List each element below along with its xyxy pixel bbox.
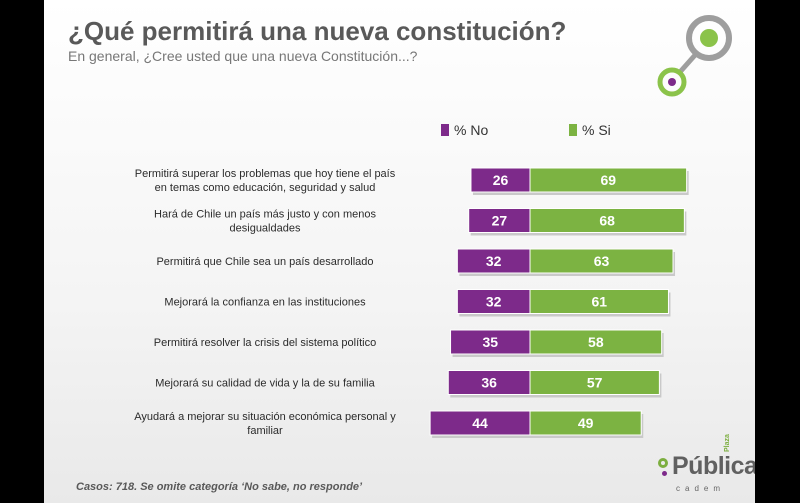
bar-si xyxy=(529,248,674,274)
category-label: Mejorará la confianza en las institucion… xyxy=(164,297,366,309)
value-label-si: 49 xyxy=(578,415,594,431)
logo-cadem-text: cadem xyxy=(676,484,726,493)
logo-wordmark: Pública xyxy=(672,452,755,480)
value-label-si: 61 xyxy=(591,294,607,310)
value-label-no: 44 xyxy=(472,415,488,431)
page-subtitle: En general, ¿Cree usted que una nueva Co… xyxy=(68,48,418,64)
category-label: Permitirá superar los problemas que hoy … xyxy=(135,168,396,194)
value-label-no: 32 xyxy=(486,253,502,269)
bar-si xyxy=(529,167,688,193)
category-label: Permitirá que Chile sea un país desarrol… xyxy=(156,256,373,268)
bar-si xyxy=(529,370,660,395)
bar-si xyxy=(529,289,669,314)
category-label: Ayudará a mejorar su situación económica… xyxy=(134,411,396,437)
value-label-si: 69 xyxy=(601,172,617,188)
diverging-bar-chart: % No % Si 26 69 Permitirá superar los proble… xyxy=(134,122,689,438)
page-title: ¿Qué permitirá una nueva constitución? xyxy=(68,16,567,46)
bar-no xyxy=(468,208,531,233)
value-label-si: 58 xyxy=(588,334,604,350)
bar-si xyxy=(529,410,642,436)
bar-no xyxy=(456,248,531,274)
value-label-si: 63 xyxy=(594,253,610,269)
category-label: Mejorará su calidad de vida y la de su f… xyxy=(155,378,375,390)
value-label-no: 27 xyxy=(492,213,508,229)
value-label-si: 57 xyxy=(587,375,603,391)
legend-swatch-si xyxy=(569,124,577,136)
footnote: Casos: 718. Se omite categoría ‘No sabe,… xyxy=(76,481,363,493)
value-label-no: 35 xyxy=(482,334,498,350)
logo-plaza-text: Plaza xyxy=(724,434,731,452)
value-label-no: 26 xyxy=(493,172,509,188)
publica-cadem-logo: Pública Plaza cadem xyxy=(654,434,755,498)
bar-no xyxy=(456,289,531,314)
bar-si xyxy=(529,329,663,355)
bar-no xyxy=(429,410,531,436)
bar-no xyxy=(447,370,531,395)
legend-label-si: % Si xyxy=(582,122,611,138)
category-label: Hará de Chile un país más justo y con me… xyxy=(154,209,376,235)
slide: ¿Qué permitirá una nueva constitución? E… xyxy=(44,0,755,503)
bar-si xyxy=(529,208,685,233)
value-label-no: 36 xyxy=(481,375,497,391)
legend-label-no: % No xyxy=(454,122,488,138)
legend-swatch-no xyxy=(441,124,449,136)
value-label-no: 32 xyxy=(486,294,502,310)
decorative-rings-icon xyxy=(657,15,732,97)
value-label-si: 68 xyxy=(599,213,615,229)
category-label: Permitirá resolver la crisis del sistema… xyxy=(154,337,377,349)
